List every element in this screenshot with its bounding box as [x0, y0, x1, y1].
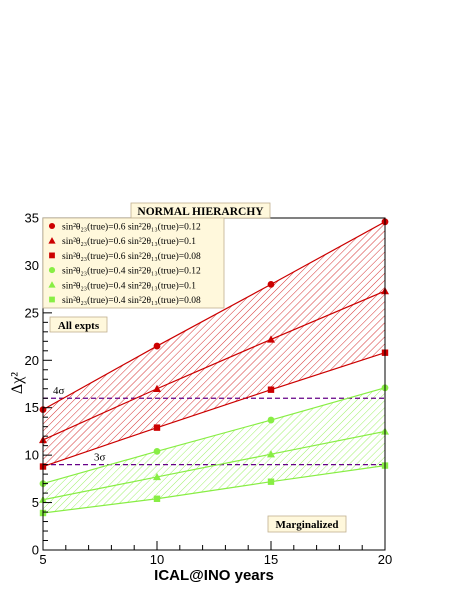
legend-marker-5: [49, 296, 55, 303]
x-tick-label-15: 15: [264, 552, 278, 567]
data-point-0-2: [267, 281, 275, 288]
y-tick-label-35: 35: [25, 211, 39, 226]
legend-entry-0: sin²θ₂₃(true)=0.6 sin²2θ₁₃(true)=0.12: [48, 222, 201, 233]
marginalized-box: [267, 515, 347, 533]
reference-lines: 4σ 3σ: [43, 385, 385, 466]
legend: [42, 217, 225, 309]
legend-label-3: sin²θ₂₃(true)=0.4 sin²2θ₁₃(true)=0.12: [62, 266, 201, 277]
x-tick-label-10: 10: [150, 552, 164, 567]
legend-marker-2: [49, 252, 55, 259]
data-point-5-1: [153, 495, 161, 502]
marginalized-label: Marginalized: [276, 519, 339, 531]
x-tick-label-20: 20: [378, 552, 392, 567]
data-point-5-2: [267, 478, 275, 485]
x-tick-label-5: 5: [39, 552, 46, 567]
reference-line-label-0: 4σ: [53, 385, 65, 397]
band-1: [43, 387, 385, 514]
legend-marker-3: [48, 267, 56, 274]
series-line-1: [42, 290, 386, 441]
series-line-0: [42, 221, 386, 411]
data-point-0-1: [153, 342, 161, 350]
data-point-3-1: [153, 447, 161, 455]
series-3: [39, 384, 389, 487]
y-tick-label-15: 15: [25, 400, 39, 415]
legend-label-4: sin²θ₂₃(true)=0.4 sin²2θ₁₃(true)=0.1: [62, 280, 196, 291]
y-tick-label-5: 5: [32, 495, 39, 510]
data-point-4-2: [267, 450, 275, 458]
series-line-3: [42, 387, 386, 485]
legend-entry-2: sin²θ₂₃(true)=0.6 sin²2θ₁₃(true)=0.08: [49, 251, 201, 262]
legend-marker-0: [48, 222, 56, 230]
legend-entry-4: sin²θ₂₃(true)=0.4 sin²2θ₁₃(true)=0.1: [48, 280, 196, 291]
reference-line-label-1: 3σ: [94, 452, 106, 464]
legend-label-2: sin²θ₂₃(true)=0.6 sin²2θ₁₃(true)=0.08: [62, 251, 201, 262]
legend-entry-5: sin²θ₂₃(true)=0.4 sin²2θ₁₃(true)=0.08: [49, 295, 201, 306]
legend-label-1: sin²θ₂₃(true)=0.6 sin²2θ₁₃(true)=0.1: [62, 236, 196, 247]
y-tick-label-20: 20: [25, 353, 39, 368]
series-line-5: [42, 464, 386, 514]
legend-entry-1: sin²θ₂₃(true)=0.6 sin²2θ₁₃(true)=0.1: [48, 236, 196, 247]
series-line-4: [42, 430, 386, 501]
y-axis-title: Δχ²: [9, 372, 26, 394]
y-tick-label-10: 10: [25, 448, 39, 463]
data-point-2-2: [267, 386, 275, 393]
data-point-1-2: [267, 335, 275, 343]
legend-entry-3: sin²θ₂₃(true)=0.4 sin²2θ₁₃(true)=0.12: [48, 266, 201, 277]
all-expts-label: All expts: [58, 320, 100, 332]
data-point-3-2: [267, 416, 275, 424]
band-0: [43, 221, 385, 467]
data-point-4-1: [153, 472, 161, 481]
series-layer: [39, 218, 389, 517]
chart-title: NORMAL HIERARCHY: [137, 206, 264, 218]
x-axis-title: ICAL@INO years: [154, 567, 274, 584]
y-tick-label-0: 0: [32, 543, 39, 558]
series-line-2: [42, 352, 386, 468]
legend-entries: sin²θ₂₃(true)=0.6 sin²2θ₁₃(true)=0.12 sin…: [48, 222, 201, 306]
legend-marker-1: [48, 237, 56, 244]
y-tick-label-30: 30: [25, 258, 39, 273]
series-0: [39, 218, 389, 414]
data-point-2-1: [153, 424, 161, 431]
band-layer: [43, 221, 385, 514]
all-expts-box: [49, 316, 108, 333]
legend-label-0: sin²θ₂₃(true)=0.6 sin²2θ₁₃(true)=0.12: [62, 222, 201, 233]
legend-label-5: sin²θ₂₃(true)=0.4 sin²2θ₁₃(true)=0.08: [62, 295, 201, 306]
legend-marker-4: [48, 281, 56, 288]
y-tick-label-25: 25: [25, 305, 39, 320]
data-point-1-1: [153, 384, 161, 392]
